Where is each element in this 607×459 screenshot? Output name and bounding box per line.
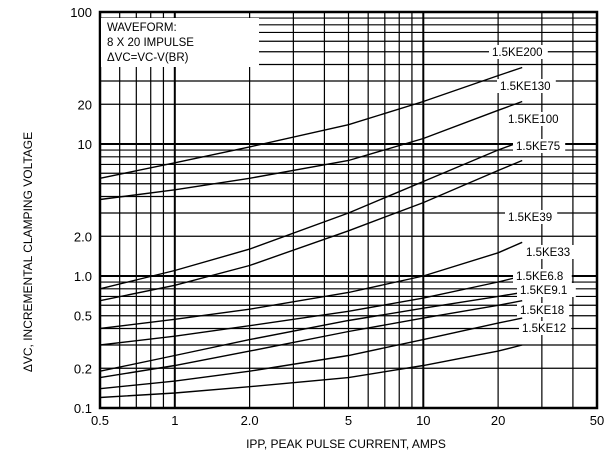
series-label: 1.5KE130 bbox=[500, 81, 551, 93]
series-label-bg bbox=[505, 210, 558, 224]
y-tick-label: 100 bbox=[70, 5, 92, 20]
series-line-1.5KE33 bbox=[99, 275, 523, 346]
y-tick-label: 20 bbox=[78, 97, 92, 112]
series-label-bg bbox=[523, 245, 576, 259]
series-label-bg bbox=[513, 269, 572, 283]
y-axis-title: ΔVC, INCREMENTAL CLAMPING VOLTAGE bbox=[21, 132, 35, 372]
series-line-1.5KE18 bbox=[99, 317, 523, 390]
annotation-box bbox=[101, 18, 259, 67]
y-tick-labels: 0.1 0.2 0.5 1.0 2.0 10 20 100 bbox=[70, 5, 92, 416]
y-tick-label: 0.5 bbox=[74, 309, 92, 324]
annotation-line-1: WAVEFORM: bbox=[107, 22, 177, 34]
series-label: 1.5KE12 bbox=[522, 323, 566, 335]
x-tick-label: 1 bbox=[171, 413, 178, 428]
series-label: 1.5KE18 bbox=[520, 305, 564, 317]
series-label: 1.5KE75 bbox=[516, 141, 560, 153]
series-line-1.5KE12 bbox=[99, 344, 523, 399]
series-line-1.5KE130 bbox=[99, 100, 523, 201]
series-label-bg bbox=[513, 139, 566, 153]
series-label-bg bbox=[517, 303, 570, 317]
annotation-line-2: 8 X 20 IMPULSE bbox=[107, 37, 194, 49]
series-label: 1.5KE9.1 bbox=[520, 285, 567, 297]
series-line-1.5KE9.1 bbox=[99, 300, 523, 379]
x-tick-label: 10 bbox=[416, 413, 430, 428]
x-axis-title: IPP, PEAK PULSE CURRENT, AMPS bbox=[246, 437, 446, 451]
plot-frame bbox=[98, 10, 599, 410]
y-tick-label: 1.0 bbox=[74, 269, 92, 284]
series-label-bg bbox=[489, 45, 548, 59]
series-line-1.5KE39 bbox=[99, 241, 523, 330]
series-label: 1.5KE33 bbox=[526, 247, 570, 259]
x-tick-label: 2.0 bbox=[241, 413, 259, 428]
series-label: 1.5KE200 bbox=[492, 47, 543, 59]
x-tick-label: 50 bbox=[590, 413, 604, 428]
annotation-line-3: ΔVC=VC-V(BR) bbox=[107, 52, 189, 64]
y-tick-label: 2.0 bbox=[74, 229, 92, 244]
x-tick-label: 5 bbox=[345, 413, 352, 428]
series-label: 1.5KE39 bbox=[508, 212, 552, 224]
y-tick-label: 0.1 bbox=[74, 401, 92, 416]
series-line-1.5KE75 bbox=[99, 159, 523, 302]
waveform-annotation: WAVEFORM: 8 X 20 IMPULSE ΔVC=VC-V(BR) bbox=[101, 18, 259, 67]
x-tick-labels: 0.5 1 2.0 5 10 20 50 bbox=[91, 413, 604, 428]
series-label-bg bbox=[505, 112, 564, 126]
series-curves: 1.5KE200 1.5KE130 1.5KE100 1.5KE75 1.5KE39 1.… bbox=[99, 45, 576, 399]
x-tick-label: 0.5 bbox=[91, 413, 109, 428]
y-tick-label: 0.2 bbox=[74, 361, 92, 376]
series-line-1.5KE6.8 bbox=[99, 291, 523, 372]
series-line-1.5KE100 bbox=[99, 140, 523, 290]
y-tick-label: 10 bbox=[78, 137, 92, 152]
series-label-bg bbox=[519, 321, 572, 335]
series-line-1.5KE200 bbox=[99, 66, 523, 179]
series-label-bg bbox=[517, 283, 576, 297]
x-tick-label: 20 bbox=[491, 413, 505, 428]
series-label: 1.5KE100 bbox=[508, 114, 559, 126]
series-label-bg bbox=[497, 79, 556, 93]
series-label: 1.5KE6.8 bbox=[516, 271, 563, 283]
